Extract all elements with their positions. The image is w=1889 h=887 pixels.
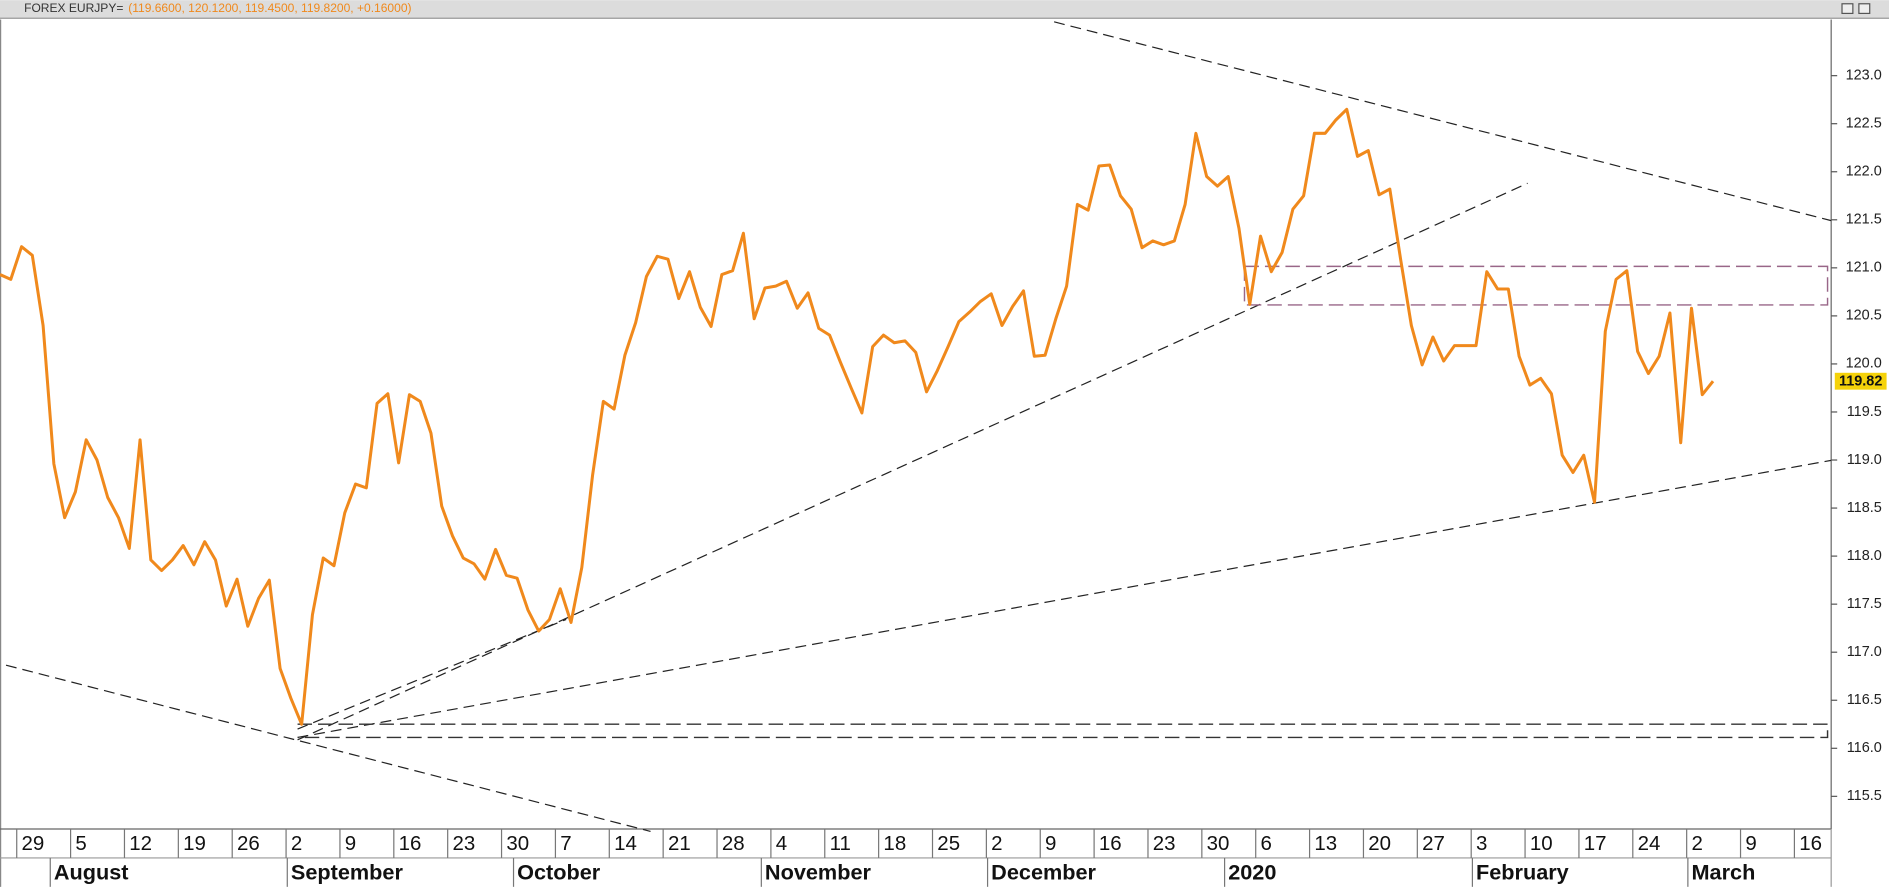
header-bar — [0, 0, 1889, 19]
x-tick-label: 23 — [1153, 832, 1176, 855]
x-tick-label: 20 — [1368, 832, 1391, 855]
month-label: September — [291, 859, 404, 884]
month-label: March — [1691, 859, 1755, 884]
x-tick-label: 2 — [1691, 832, 1702, 855]
price-line — [0, 107, 1715, 726]
header-text: FOREX EURJPY= (119.6600, 120.1200, 119.45… — [24, 1, 411, 15]
maximize-button[interactable] — [1858, 3, 1871, 15]
x-tick-label: 16 — [1099, 832, 1122, 855]
y-tick-label: 120.0 — [1846, 356, 1882, 372]
chart-subtitle: (119.6600, 120.1200, 119.4500, 119.8200,… — [128, 1, 411, 15]
x-tick-label: 16 — [399, 832, 422, 855]
y-tick-label: 117.0 — [1847, 644, 1882, 660]
x-tick-label: 17 — [1584, 832, 1607, 855]
trend-line — [297, 459, 1832, 739]
y-tick-label: 123.0 — [1846, 67, 1882, 83]
x-tick-label: 19 — [183, 832, 206, 855]
y-tick-label: 116.5 — [1847, 692, 1882, 708]
y-tick-label: 118.0 — [1847, 548, 1882, 564]
x-tick-label: 3 — [1476, 832, 1487, 855]
x-tick-label: 14 — [614, 832, 637, 855]
x-tick-label: 16 — [1799, 832, 1822, 855]
last-value-label: 119.82 — [1839, 374, 1882, 390]
month-label: 2020 — [1228, 859, 1276, 884]
x-tick-label: 9 — [1045, 832, 1056, 855]
x-tick-label: 12 — [129, 832, 152, 855]
trend-line — [1053, 21, 1832, 222]
y-tick-label: 115.5 — [1847, 788, 1882, 804]
trend-line — [5, 664, 651, 833]
x-tick-label: 26 — [237, 832, 260, 855]
x-tick-label: 25 — [937, 832, 960, 855]
x-tick-label: 9 — [345, 832, 356, 855]
y-tick-label: 121.5 — [1846, 212, 1882, 228]
restore-button[interactable] — [1841, 3, 1854, 15]
range-box — [1243, 265, 1829, 306]
x-tick-label: 30 — [1207, 832, 1230, 855]
x-tick-label: 13 — [1314, 832, 1337, 855]
x-tick-label: 27 — [1422, 832, 1445, 855]
x-tick-label: 5 — [75, 832, 86, 855]
y-tick-label: 118.5 — [1847, 500, 1882, 516]
x-tick-label: 7 — [560, 832, 571, 855]
trend-line — [297, 618, 567, 730]
x-tick-label: 18 — [883, 832, 906, 855]
month-label: November — [765, 859, 872, 884]
y-tick-label: 119.0 — [1847, 452, 1882, 468]
x-tick-label: 6 — [1261, 832, 1272, 855]
y-tick-label: 119.5 — [1847, 404, 1882, 420]
x-tick-label: 11 — [830, 832, 851, 855]
annotations — [5, 21, 1832, 833]
x-tick-label: 28 — [722, 832, 745, 855]
last-value-box — [1834, 372, 1887, 390]
chart-title: FOREX EURJPY= — [24, 1, 123, 15]
x-tick-label: 10 — [1530, 832, 1553, 855]
y-tick-label: 117.5 — [1847, 596, 1882, 612]
trend-line — [297, 182, 1528, 741]
y-tick-label: 122.0 — [1846, 164, 1882, 180]
x-tick-label: 2 — [291, 832, 302, 855]
month-label: October — [517, 859, 601, 884]
x-tick-label: 24 — [1638, 832, 1661, 855]
x-tick-label: 4 — [776, 832, 787, 855]
x-tick-label: 23 — [452, 832, 475, 855]
y-tick-label: 122.5 — [1846, 116, 1882, 132]
y-tick-label: 121.0 — [1846, 260, 1882, 276]
month-label: February — [1476, 859, 1569, 884]
x-tick-label: 30 — [506, 832, 529, 855]
month-label: December — [991, 859, 1096, 884]
y-tick-label: 120.5 — [1846, 308, 1882, 324]
month-label: August — [54, 859, 129, 884]
x-tick-label: 29 — [22, 832, 45, 855]
x-tick-label: 21 — [668, 832, 691, 855]
range-box — [297, 723, 1829, 739]
y-tick-label: 116.0 — [1847, 740, 1882, 756]
x-tick-label: 2 — [991, 832, 1002, 855]
x-tick-label: 9 — [1745, 832, 1756, 855]
